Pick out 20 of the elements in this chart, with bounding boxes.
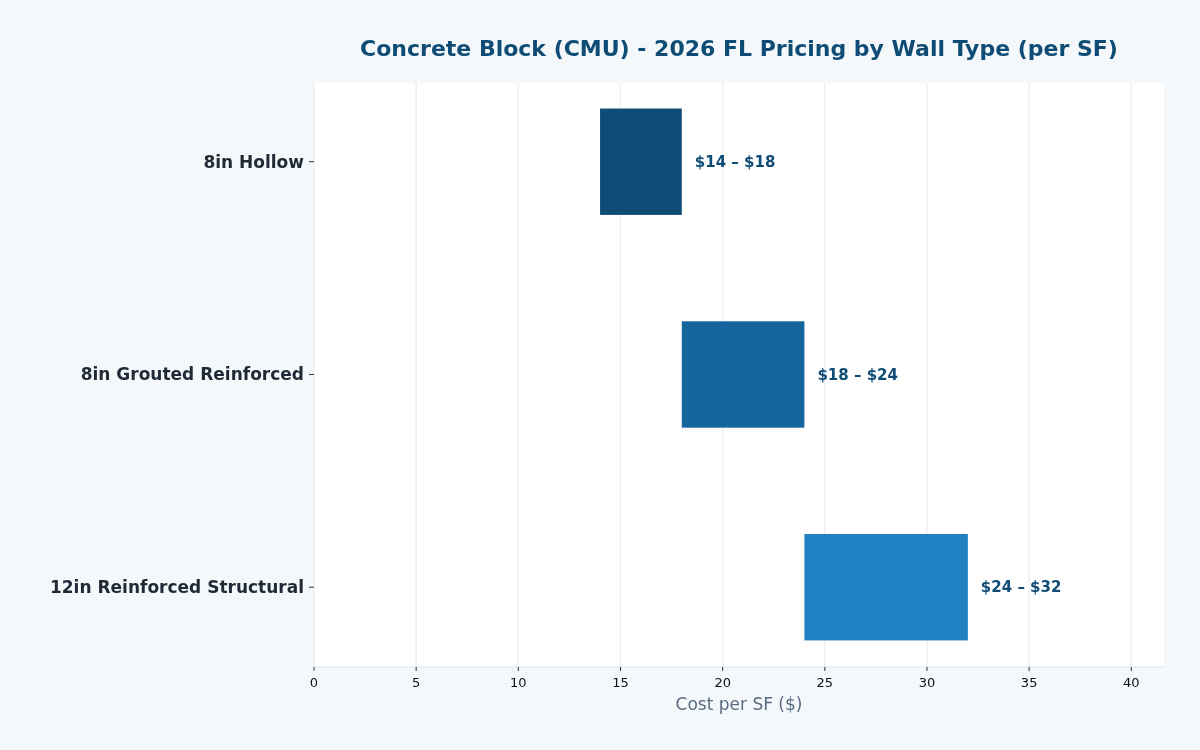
y-tick-label: 8in Grouted Reinforced [80,364,304,385]
x-tick-label: 15 [612,675,629,690]
y-tick-label: 12in Reinforced Structural [49,577,304,598]
y-tick-label: 8in Hollow [203,151,305,172]
x-tick-label: 5 [412,675,421,690]
chart-title: Concrete Block (CMU) - 2026 FL Pricing by Wall Type (per SF) [360,36,1118,61]
bar [600,108,682,215]
x-axis-title: Cost per SF ($) [675,694,803,714]
x-tick-label: 10 [510,675,527,690]
bar [681,321,805,428]
x-tick-label: 20 [714,675,731,690]
annotation: $24 – $32 [980,578,1062,597]
annotation: $14 – $18 [694,152,776,171]
x-tick-label: 35 [1020,675,1038,690]
x-tick-label: 25 [816,675,834,690]
bar [804,534,968,641]
x-tick-label: 40 [1123,675,1140,690]
x-tick-label: 0 [309,675,319,690]
annotation: $18 – $24 [817,365,898,384]
x-tick-label: 30 [918,675,936,690]
